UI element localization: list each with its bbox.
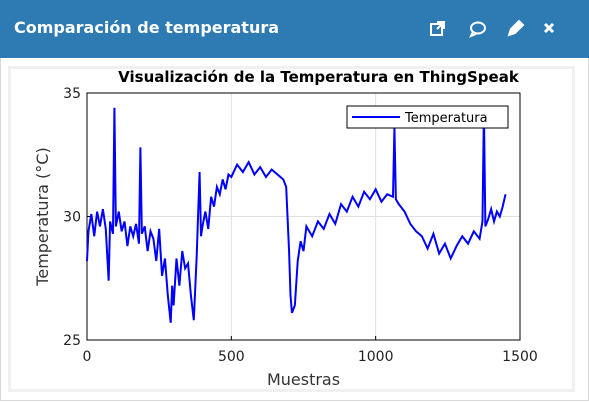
x-tick-label: 0 [83, 349, 92, 365]
header: Comparación de temperatura [0, 0, 589, 58]
close-icon[interactable] [543, 22, 555, 34]
data-line [86, 107, 507, 323]
chart-title: Visualización de la Temperatura en Thing… [118, 68, 520, 86]
y-tick-label: 30 [63, 210, 81, 226]
plot-border [86, 92, 521, 341]
y-tick-label: 35 [63, 86, 81, 102]
x-tick-label: 1500 [502, 349, 538, 365]
x-axis-label: Muestras [267, 370, 340, 389]
x-tick-label: 500 [218, 349, 245, 365]
y-axis-label: Temperatura (°C) [33, 147, 52, 286]
legend-box [346, 105, 509, 129]
x-tick-label: 1000 [358, 349, 394, 365]
widget-title: Comparación de temperatura [14, 18, 280, 37]
edit-icon[interactable] [507, 19, 525, 37]
legend-label: Temperatura [404, 111, 488, 126]
comment-icon[interactable] [470, 21, 486, 35]
y-tick-label: 25 [63, 333, 81, 349]
icons [430, 19, 555, 38]
open-icon[interactable] [430, 23, 443, 36]
